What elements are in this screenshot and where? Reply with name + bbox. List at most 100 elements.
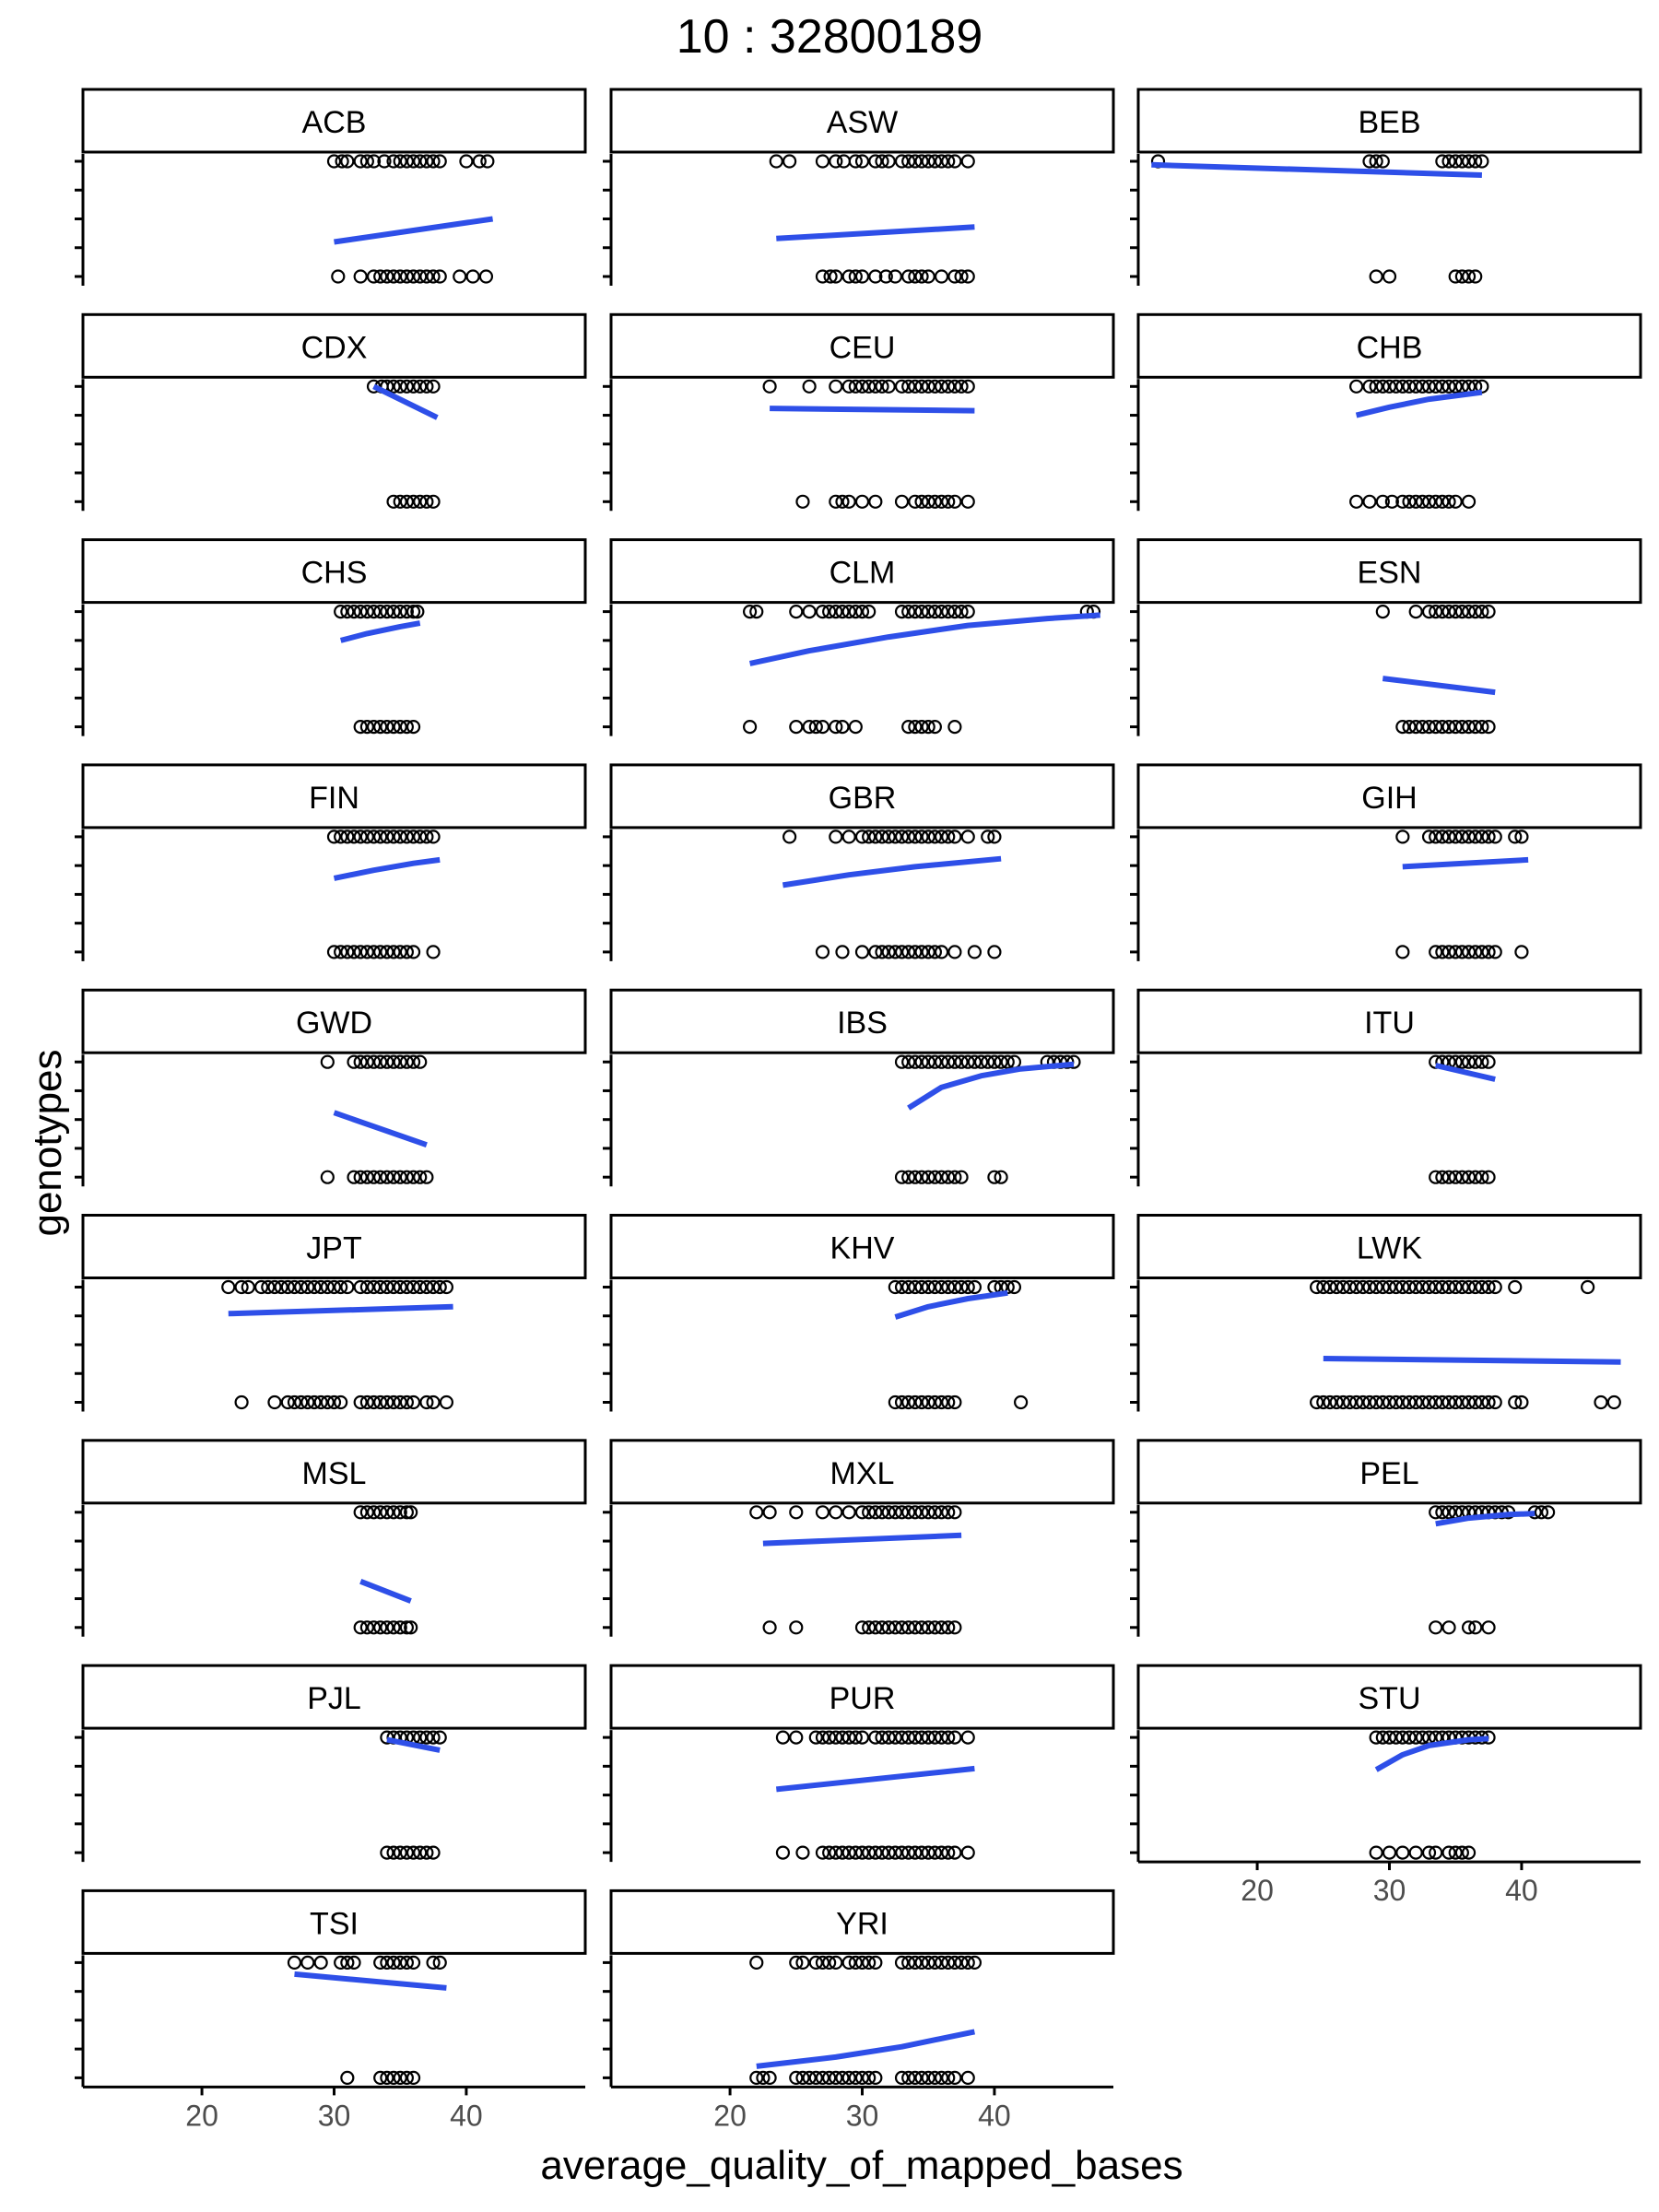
data-point <box>894 1955 910 1970</box>
data-point <box>934 1054 949 1069</box>
data-point <box>947 1620 962 1635</box>
data-point <box>1461 494 1477 509</box>
data-point <box>1389 1279 1404 1295</box>
data-point <box>908 1170 923 1184</box>
data-point <box>894 604 910 619</box>
data-point <box>1441 945 1456 959</box>
data-point <box>380 1730 394 1745</box>
data-point <box>1468 1279 1483 1295</box>
data-point <box>419 1394 434 1410</box>
data-point <box>921 1054 935 1069</box>
strip-box <box>609 1214 1115 1279</box>
data-point <box>366 945 382 959</box>
data-point <box>1362 1279 1377 1295</box>
data-point <box>921 269 935 284</box>
data-point <box>802 379 817 394</box>
data-point <box>1415 1730 1430 1745</box>
data-point <box>1375 154 1390 169</box>
data-point <box>835 494 850 509</box>
data-point <box>868 494 883 509</box>
data-point <box>373 830 388 844</box>
data-point <box>921 1845 935 1860</box>
fit-line <box>339 620 421 643</box>
data-point <box>1362 154 1377 169</box>
data-point <box>795 494 810 509</box>
data-point <box>1481 1170 1496 1184</box>
data-point <box>901 1730 916 1745</box>
data-point <box>1441 1505 1456 1520</box>
data-point <box>868 1845 883 1860</box>
data-point <box>894 1505 910 1520</box>
data-point <box>829 719 843 735</box>
data-point <box>359 1279 374 1295</box>
data-point <box>1402 1394 1417 1410</box>
data-point <box>1441 1170 1456 1184</box>
data-point <box>1454 1279 1469 1295</box>
data-point <box>413 1845 428 1860</box>
data-point <box>954 604 969 619</box>
data-point <box>795 1845 810 1860</box>
data-point <box>862 604 877 619</box>
data-point <box>1475 830 1489 844</box>
data-point <box>1468 269 1483 284</box>
data-point <box>399 2070 414 2085</box>
data-point <box>1395 494 1410 509</box>
data-point <box>894 1845 910 1860</box>
data-point <box>426 830 441 844</box>
data-point <box>927 1170 942 1184</box>
data-point <box>908 1279 923 1295</box>
data-point <box>908 154 923 169</box>
facet-panel-pur: PUR <box>603 1664 1115 1863</box>
data-point <box>1468 1394 1483 1410</box>
data-point <box>393 1845 407 1860</box>
data-point <box>413 830 428 844</box>
data-point <box>808 1955 823 1970</box>
data-point <box>399 604 414 619</box>
data-point <box>1349 494 1364 509</box>
data-point <box>934 2070 949 2085</box>
data-point <box>406 154 421 169</box>
data-point <box>927 719 942 735</box>
data-point <box>894 1730 910 1745</box>
data-point <box>347 1054 361 1069</box>
data-point <box>1454 1054 1469 1069</box>
data-point <box>393 2070 407 2085</box>
data-point <box>941 1054 956 1069</box>
data-point <box>1429 494 1443 509</box>
data-point <box>393 1505 407 1520</box>
data-point <box>854 945 870 959</box>
data-point <box>908 1394 923 1410</box>
data-point <box>987 830 1002 844</box>
fit-line <box>372 383 439 420</box>
data-point <box>1375 379 1390 394</box>
facet-panel-chb: CHB <box>1130 312 1642 512</box>
data-point <box>815 1845 830 1860</box>
data-point <box>287 1955 302 1970</box>
data-point <box>1421 1279 1437 1295</box>
data-point <box>914 2070 929 2085</box>
data-point <box>1448 494 1463 509</box>
data-point <box>1402 1730 1417 1745</box>
data-point <box>927 604 942 619</box>
data-point <box>353 1170 368 1184</box>
data-point <box>960 1054 975 1069</box>
strip-box <box>609 988 1115 1054</box>
data-point <box>1408 1730 1423 1745</box>
x-tick-label: 20 <box>1241 1874 1274 1907</box>
data-point <box>854 1845 870 1860</box>
data-point <box>802 719 817 735</box>
facet-panel-tsi: TSI 20 30 40 <box>75 1888 587 2132</box>
data-point <box>419 1730 434 1745</box>
data-point <box>823 269 838 284</box>
data-point <box>432 1279 447 1295</box>
data-point <box>426 379 441 394</box>
strip-label: GWD <box>296 1006 372 1041</box>
strip-label: CDX <box>301 330 368 365</box>
data-point <box>1389 379 1404 394</box>
data-point <box>954 1279 969 1295</box>
data-point <box>1435 154 1450 169</box>
data-point <box>769 154 783 169</box>
strip-box <box>81 1888 587 1955</box>
data-point <box>908 1730 923 1745</box>
data-point <box>335 154 349 169</box>
